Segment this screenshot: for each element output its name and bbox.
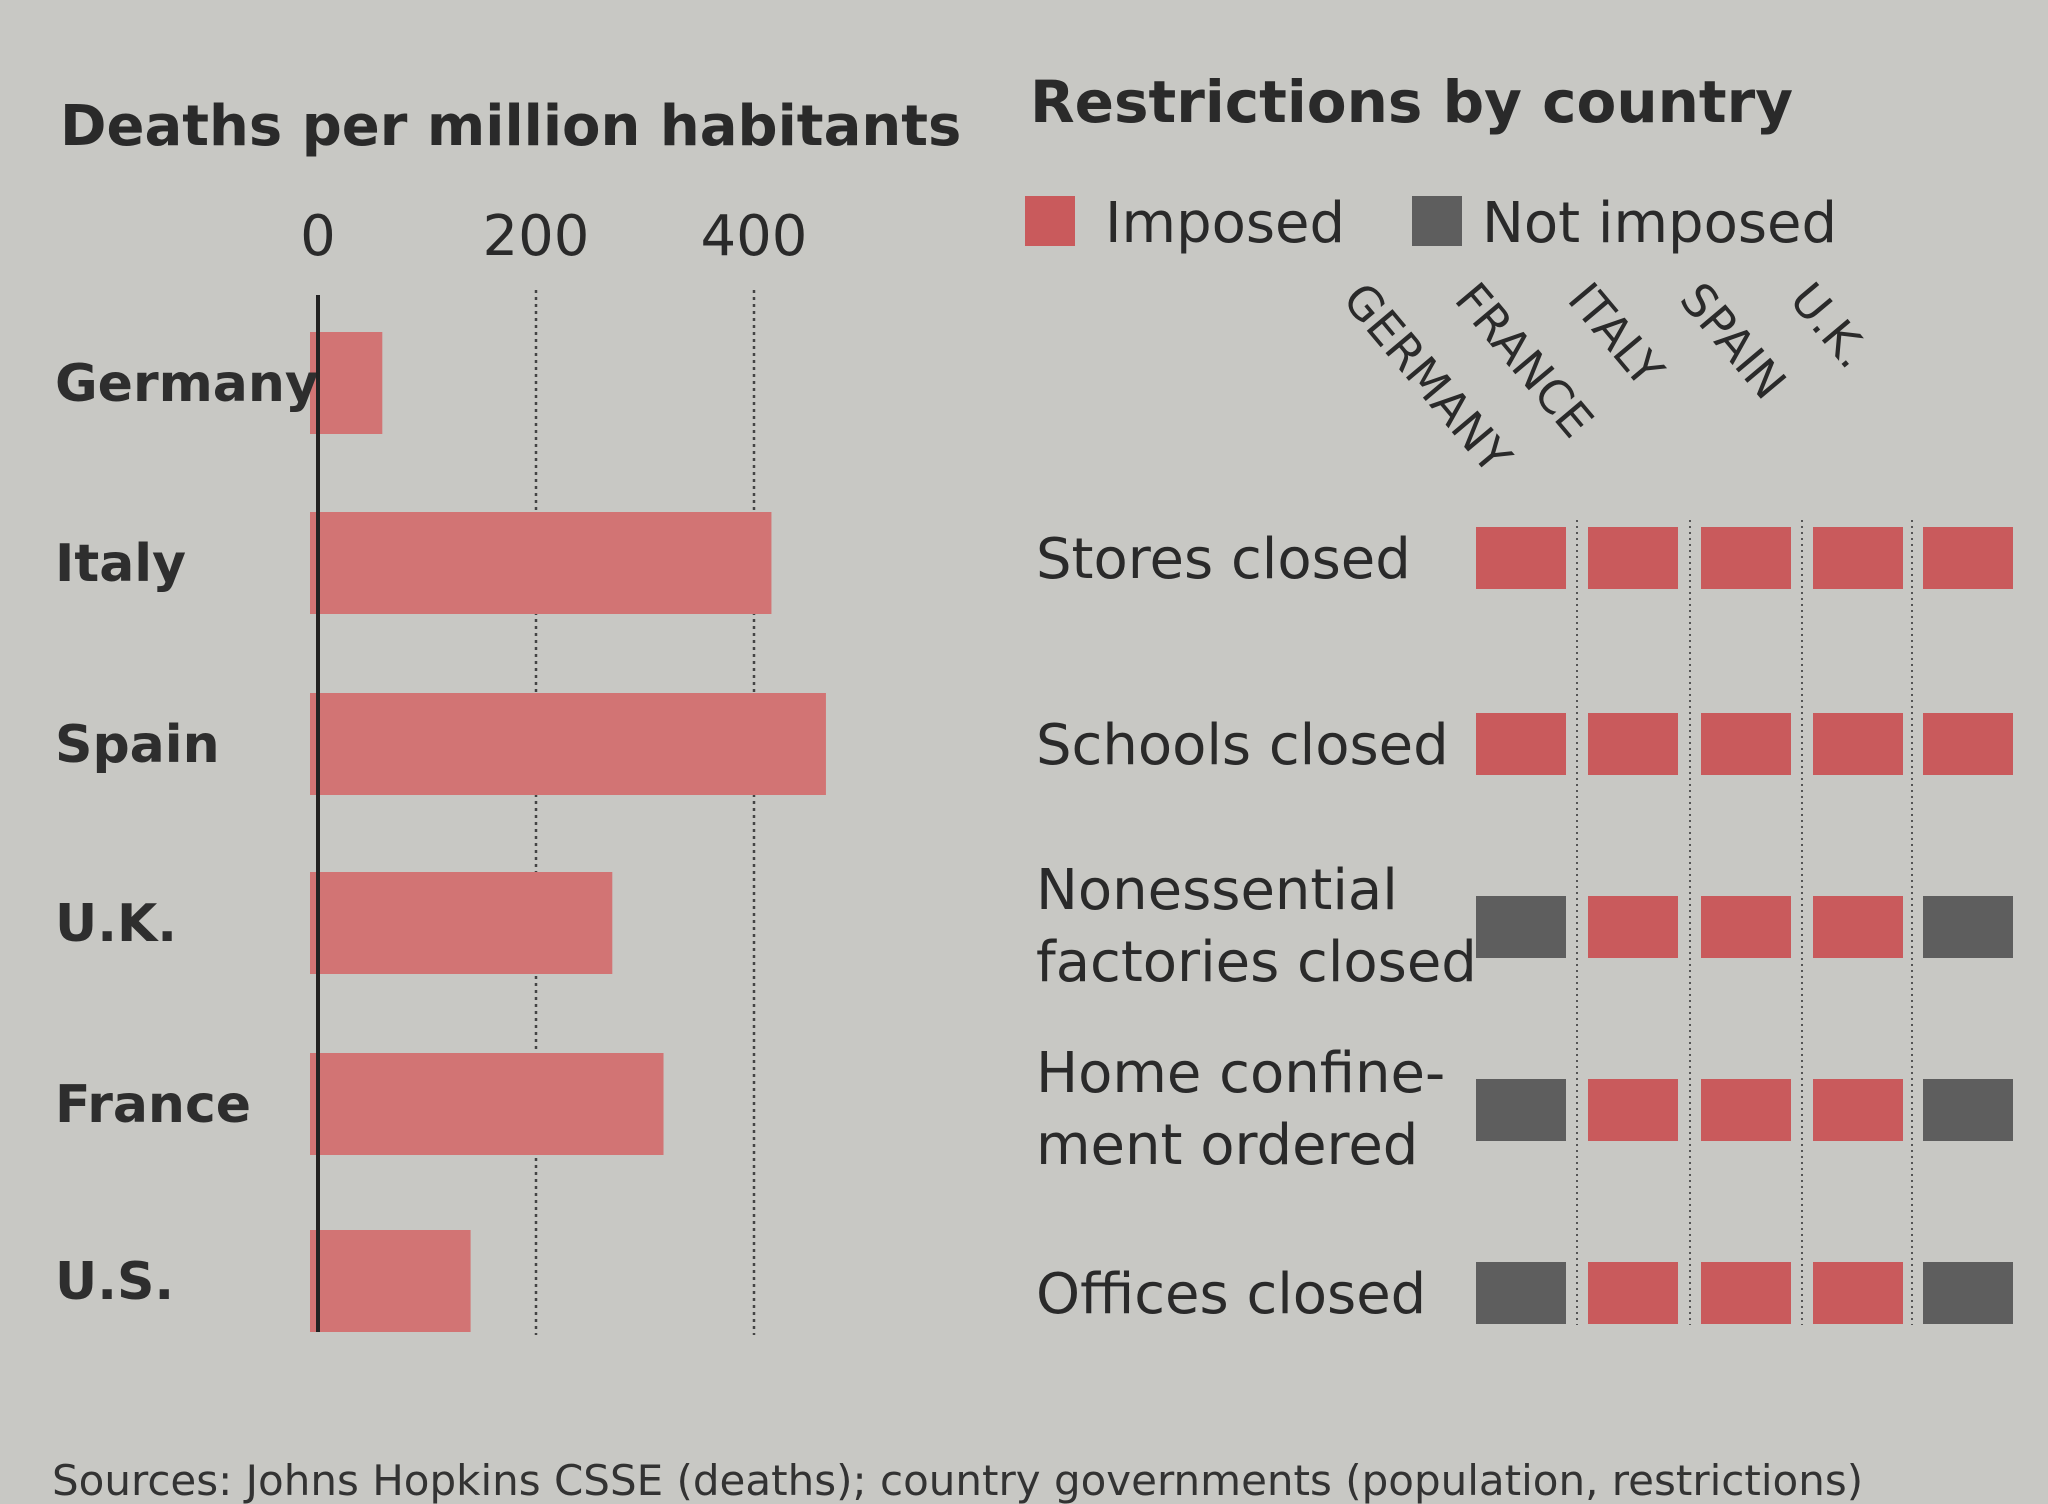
imposed-cell (1813, 896, 1903, 958)
imposed-cell (1588, 1079, 1678, 1141)
imposed-cell (1476, 527, 1566, 589)
imposed-cell (1923, 713, 2013, 775)
legend-not-imposed-label: Not imposed (1482, 191, 1837, 256)
bar-france (310, 1053, 664, 1155)
not-imposed-cell (1476, 896, 1566, 958)
imposed-cell (1813, 713, 1903, 775)
bar-us (310, 1230, 471, 1332)
bar-chart-title: Deaths per million habitants (60, 94, 961, 159)
row-label: factories closed (1036, 930, 1477, 995)
imposed-cell (1701, 713, 1791, 775)
not-imposed-cell (1923, 1079, 2013, 1141)
category-label: U.K. (55, 894, 177, 954)
category-label: Italy (55, 534, 186, 594)
row-label: Nonessential (1036, 858, 1398, 923)
imposed-cell (1588, 527, 1678, 589)
x-tick-label: 200 (483, 204, 590, 269)
not-imposed-cell (1923, 1262, 2013, 1324)
category-label: Spain (55, 715, 220, 775)
imposed-cell (1923, 527, 2013, 589)
x-tick-label: 0 (300, 204, 336, 269)
legend-imposed-swatch (1025, 196, 1075, 246)
row-label: Home confine- (1036, 1041, 1445, 1106)
not-imposed-cell (1476, 1079, 1566, 1141)
x-tick-label: 400 (701, 204, 808, 269)
source-note: Sources: Johns Hopkins CSSE (deaths); co… (52, 1456, 1863, 1504)
bar-spain (310, 693, 826, 795)
imposed-cell (1701, 896, 1791, 958)
imposed-cell (1588, 1262, 1678, 1324)
row-label: Schools closed (1036, 713, 1449, 778)
imposed-cell (1813, 527, 1903, 589)
column-label: SPAIN (1670, 272, 1797, 409)
legend-imposed-label: Imposed (1105, 191, 1345, 256)
not-imposed-cell (1476, 1262, 1566, 1324)
imposed-cell (1813, 1262, 1903, 1324)
category-label: France (55, 1075, 251, 1135)
bar-germany (310, 332, 383, 434)
row-label: ment ordered (1036, 1113, 1418, 1178)
column-label: U.K. (1780, 272, 1881, 378)
bar-italy (310, 512, 772, 614)
category-label: Germany (55, 354, 319, 414)
row-label: Offices closed (1036, 1262, 1426, 1327)
imposed-cell (1701, 527, 1791, 589)
category-label: U.S. (55, 1252, 174, 1312)
imposed-cell (1588, 713, 1678, 775)
table-title: Restrictions by country (1030, 68, 1793, 136)
bar-uk (310, 872, 613, 974)
imposed-cell (1476, 713, 1566, 775)
row-label: Stores closed (1036, 527, 1411, 592)
not-imposed-cell (1923, 896, 2013, 958)
imposed-cell (1588, 896, 1678, 958)
imposed-cell (1813, 1079, 1903, 1141)
legend-not-imposed-swatch (1412, 196, 1462, 246)
imposed-cell (1701, 1262, 1791, 1324)
imposed-cell (1701, 1079, 1791, 1141)
